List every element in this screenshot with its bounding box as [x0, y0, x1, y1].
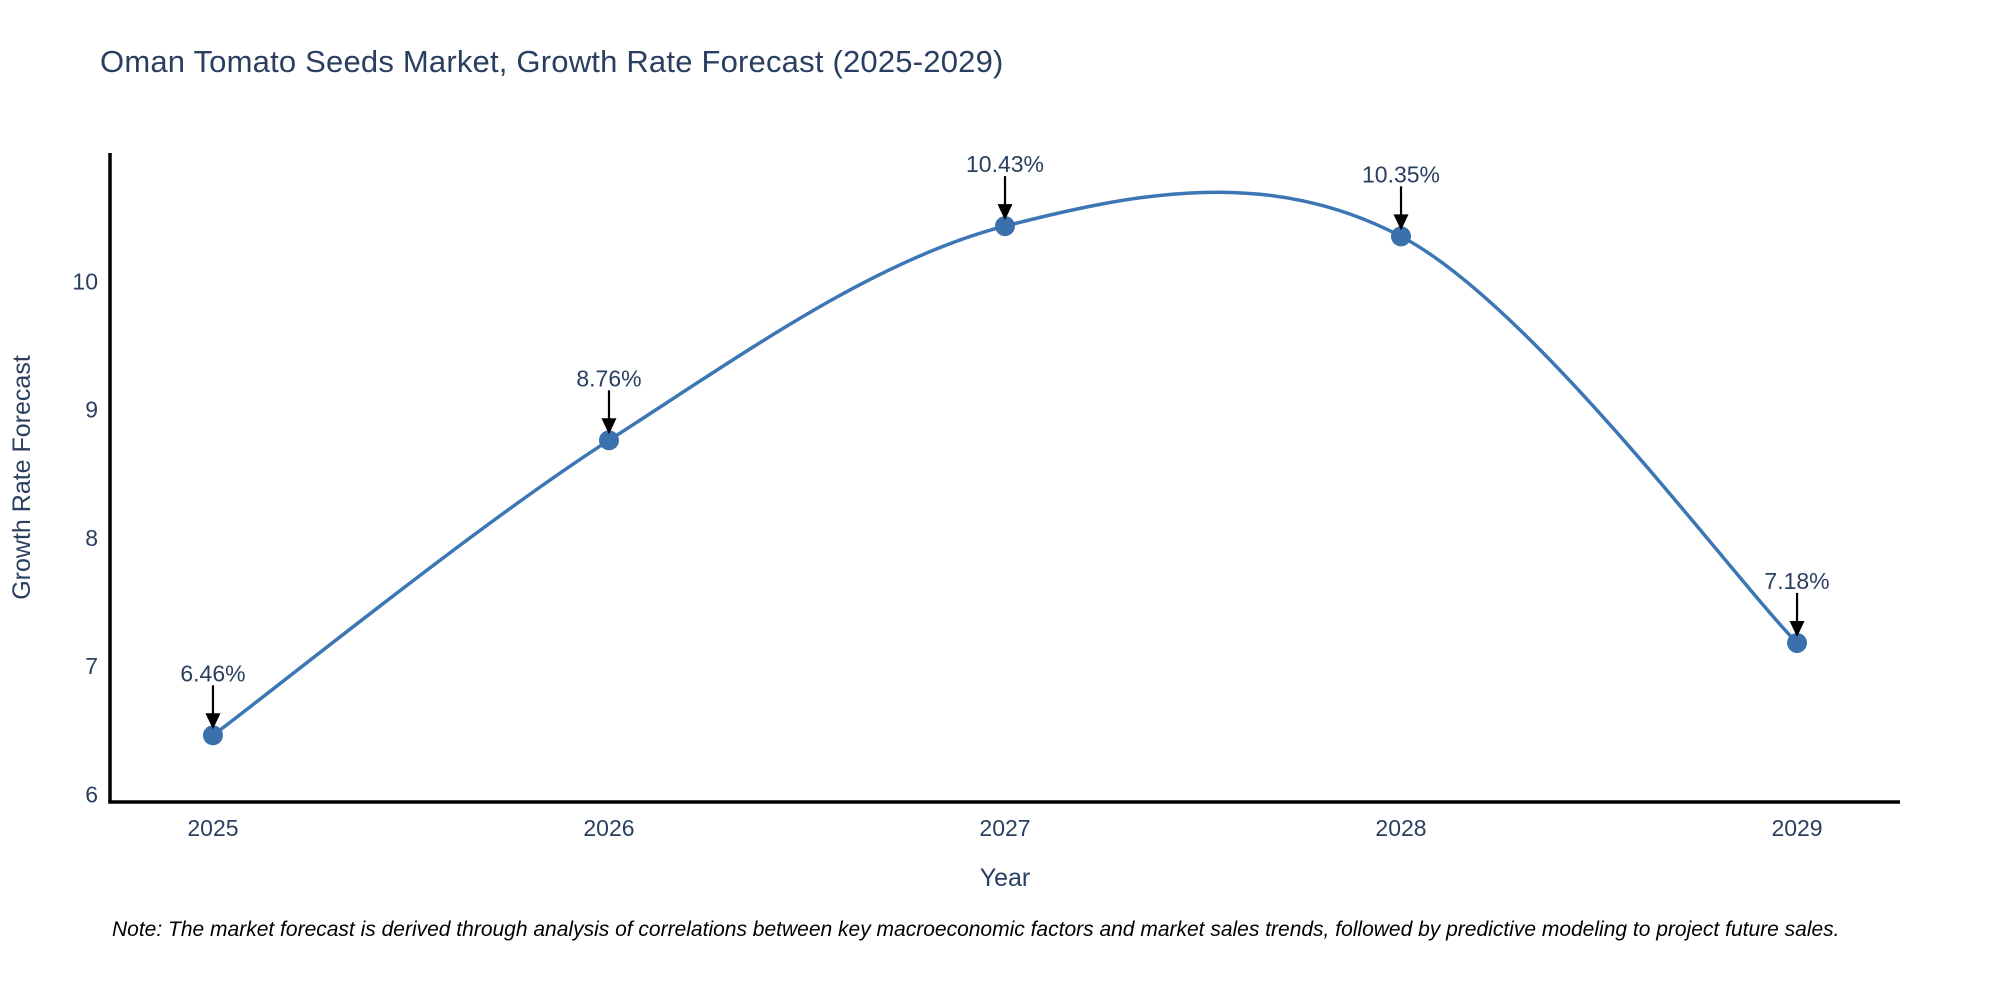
x-tick-label: 2029 [1771, 815, 1822, 841]
chart-footnote: Note: The market forecast is derived thr… [112, 918, 1840, 941]
data-point-2028[interactable] [1391, 226, 1412, 247]
forecast-spline-line [211, 190, 1799, 737]
annotation-arrowhead-icon [601, 418, 617, 435]
data-point-2027[interactable] [995, 216, 1015, 237]
x-tick-label: 2027 [979, 815, 1030, 841]
data-point-label: 8.76% [576, 365, 641, 391]
y-tick-label: 9 [85, 397, 98, 423]
x-tick-label: 2026 [583, 815, 634, 841]
annotation-arrowhead-icon [1789, 620, 1805, 637]
data-point-label: 10.35% [1362, 161, 1440, 187]
data-point-2026[interactable] [598, 430, 619, 451]
y-axis-title: Growth Rate Forecast [8, 355, 36, 600]
y-tick-label: 10 [72, 268, 98, 294]
data-point-label: 10.43% [966, 151, 1044, 177]
chart-title: Oman Tomato Seeds Market, Growth Rate Fo… [100, 44, 1004, 79]
data-point-2029[interactable] [1787, 632, 1808, 653]
y-tick-label: 8 [85, 525, 98, 551]
y-tick-label: 6 [85, 781, 98, 807]
data-point-label: 6.46% [180, 660, 245, 686]
data-point-2025[interactable] [202, 725, 223, 746]
x-axis-title: Year [980, 864, 1031, 892]
x-tick-label: 2025 [187, 815, 238, 841]
annotation-arrowhead-icon [1393, 214, 1409, 231]
x-tick-label: 2028 [1375, 815, 1426, 841]
y-tick-label: 7 [85, 653, 98, 679]
data-point-label: 7.18% [1764, 568, 1829, 594]
annotation-arrowhead-icon [997, 204, 1013, 221]
annotation-arrowhead-icon [205, 713, 221, 730]
